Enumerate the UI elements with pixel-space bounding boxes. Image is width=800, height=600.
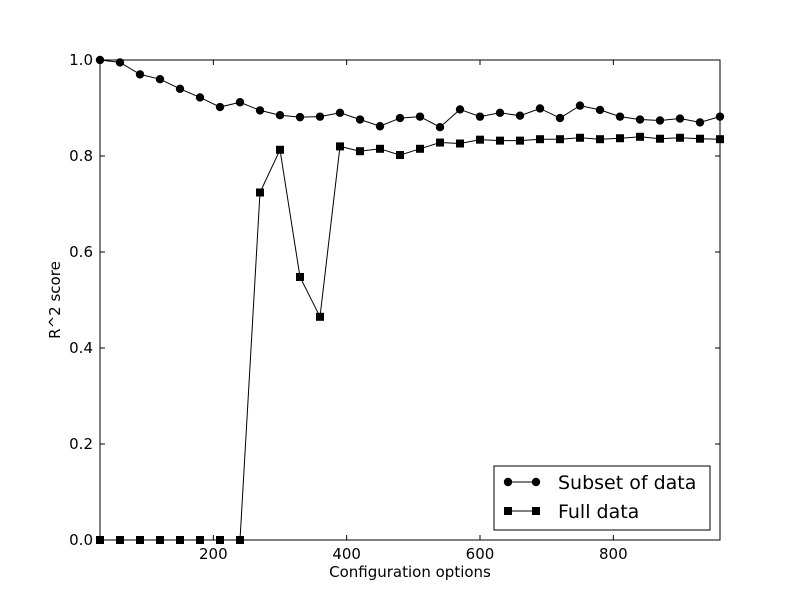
full-data-point [516,136,524,145]
y-tick-label: 0.6 [69,243,93,261]
subset-of-data-point [315,112,325,121]
full-data-point [336,142,344,151]
full-data-point [276,145,284,154]
subset-of-data-point [495,108,505,118]
full-data-point [296,272,304,281]
legend-box [493,465,711,531]
subset-of-data-point [355,115,365,124]
x-tick-label: 600 [466,545,495,563]
subset-of-data-point [115,58,125,67]
y-tick-label: 1.0 [69,51,93,69]
full-data-point [396,151,404,160]
subset-of-data-point [555,113,565,123]
x-axis-label: Configuration options [329,563,491,581]
subset-of-data-point [415,112,425,121]
subset-of-data-point [135,70,145,79]
y-tick-label: 0.4 [69,339,93,357]
subset-of-data-point [175,84,185,94]
subset-of-data-point [235,98,245,107]
subset-of-data-point [575,101,585,110]
full-data-point [456,139,464,148]
subset-of-data-point [475,112,485,121]
full-data-point [356,147,364,156]
y-axis-ticks: 0.0 0.2 0.4 0.6 0.8 1.0 [69,51,720,549]
full-data-point [436,138,444,147]
y-axis-label: R^2 score [46,261,64,339]
subset-of-data-point [675,114,685,123]
subset-of-data-point [455,105,465,114]
legend-label-full-data: Full data [558,501,639,523]
full-data-point [376,144,384,153]
full-data-point [416,144,424,153]
full-data-point [656,134,664,143]
full-data-point [556,135,564,144]
subset-of-data-point [275,111,285,120]
subset-of-data-point [655,116,665,125]
subset-of-data-point [615,112,625,121]
subset-of-data-point [375,122,385,131]
subset-of-data-point [535,104,545,113]
subset-of-data-point [295,112,305,122]
full-data-point [256,188,264,197]
x-tick-label: 400 [332,545,361,563]
subset-of-data-point [515,111,525,120]
subset-of-data-point [155,75,165,84]
full-data-point [596,135,604,144]
full-data-point [496,136,504,145]
legend: Subset of data Full data [493,465,711,531]
subset-of-data-point [595,105,605,115]
legend-marker-full-data [504,507,512,515]
x-axis-ticks: 200 400 600 800 [199,60,628,563]
y-tick-label: 0.2 [69,435,93,453]
legend-marker-full-data [532,507,540,515]
y-tick-label: 0.8 [69,147,93,165]
legend-marker-subset-of-data [503,477,513,487]
x-tick-label: 200 [199,545,228,563]
full-data-point [636,132,644,141]
subset-of-data-point [215,102,225,112]
subset-of-data-point [435,123,445,132]
full-data-point [676,133,684,142]
subset-of-data-point [695,118,705,127]
full-data-point [536,135,544,144]
plot-frame [99,59,721,541]
full-data-point [616,134,624,143]
full-data-point [576,133,584,142]
subset-of-data-point [195,93,205,102]
subset-of-data-point [255,106,265,115]
legend-marker-subset-of-data [531,477,541,487]
subset-of-data-point [335,108,345,118]
subset-of-data-point [635,115,645,124]
full-data-point [696,134,704,143]
legend-label-subset-of-data: Subset of data [558,472,696,494]
full-data-point [316,312,324,321]
y-tick-label: 0.0 [69,531,93,549]
x-tick-label: 800 [599,545,628,563]
full-data-point [476,135,484,144]
subset-of-data-point [395,113,405,123]
